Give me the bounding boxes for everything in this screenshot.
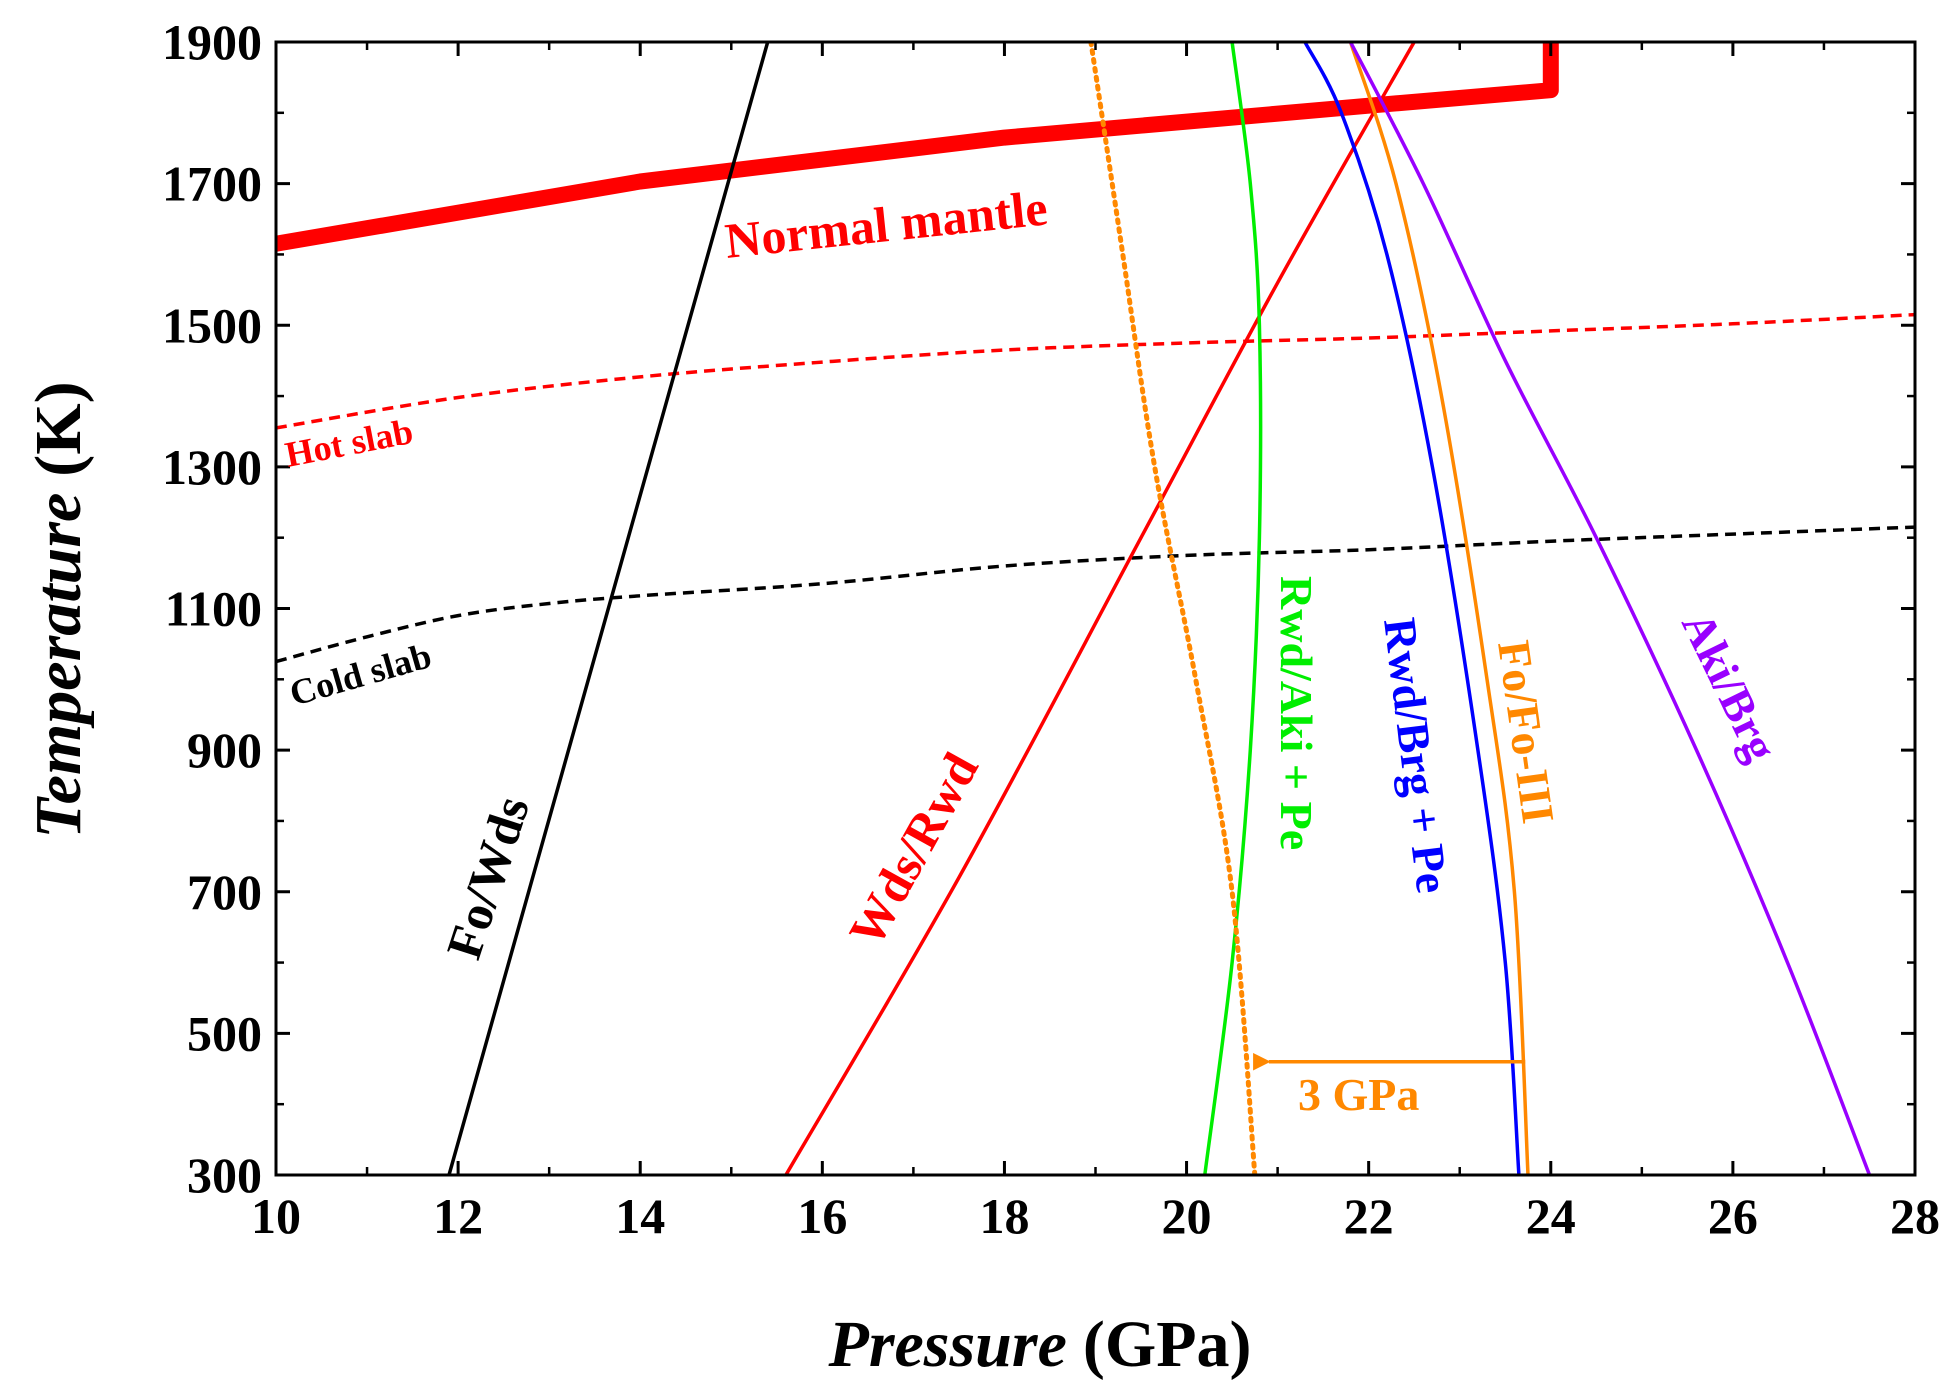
series-fo-fo-iii <box>1348 42 1530 1175</box>
y-tick-label: 1100 <box>165 581 262 637</box>
label-rwd-brg: Rwd/Brg + Pe <box>1374 615 1458 896</box>
x-tick-label: 26 <box>1708 1188 1758 1244</box>
series-fo-wds <box>447 42 770 1175</box>
y-tick-label: 500 <box>187 1005 262 1061</box>
series-cold-slab <box>276 525 1915 664</box>
x-tick-label: 20 <box>1162 1188 1212 1244</box>
axis-ticks: 10 12 14 16 18 20 22 24 26 28 300 500 700 900 1100 1300… <box>162 14 1940 1244</box>
y-tick-label: 1700 <box>162 156 262 212</box>
label-normal-mantle: Normal mantle <box>722 179 1050 269</box>
x-tick-label: 28 <box>1890 1188 1940 1244</box>
label-rwd-aki: Rwd/Aki + Pe <box>1271 576 1322 850</box>
y-tick-label: 1900 <box>162 14 262 70</box>
series-fo-fo-iii-shifted <box>1088 42 1258 1175</box>
y-axis-title: Temperature(K) <box>22 381 95 838</box>
x-tick-label: 14 <box>615 1188 665 1244</box>
series-hot-slab <box>276 312 1915 430</box>
label-wds-rwd: Wds/Rwd <box>838 743 989 955</box>
x-tick-label: 16 <box>797 1188 847 1244</box>
series-rwd-brg-pe <box>1303 42 1521 1175</box>
series-wds-rwd <box>784 42 1416 1175</box>
y-tick-label: 900 <box>187 722 262 778</box>
series-rwd-aki-pe <box>1203 42 1263 1175</box>
plot-frame <box>274 40 1917 1177</box>
x-tick-label: 18 <box>979 1188 1029 1244</box>
series-layer <box>276 42 1915 1175</box>
y-tick-label: 1500 <box>162 297 262 353</box>
label-cold-slab: Cold slab <box>285 635 435 713</box>
plot-border <box>274 40 1917 1177</box>
x-tick-label: 22 <box>1344 1188 1394 1244</box>
y-tick-label: 1300 <box>162 439 262 495</box>
x-tick-label: 12 <box>433 1188 483 1244</box>
series-normal-mantle <box>276 42 1559 252</box>
series-aki-brg <box>1348 42 1872 1175</box>
y-tick-label: 700 <box>187 864 262 920</box>
label-fo-fo3: Fo/Fo-III <box>1488 637 1564 826</box>
label-fo-wds: Fo/Wds <box>435 790 540 966</box>
x-tick-label: 10 <box>251 1188 301 1244</box>
label-aki-brg: Aki/Brg <box>1672 604 1787 769</box>
label-hot-slab: Hot slab <box>282 411 416 475</box>
y-tick-label: 300 <box>187 1147 262 1203</box>
x-tick-label: 24 <box>1526 1188 1576 1244</box>
label-3-gpa: 3 GPa <box>1298 1069 1419 1120</box>
x-axis-title: Pressure (GPa) <box>828 1308 1252 1381</box>
